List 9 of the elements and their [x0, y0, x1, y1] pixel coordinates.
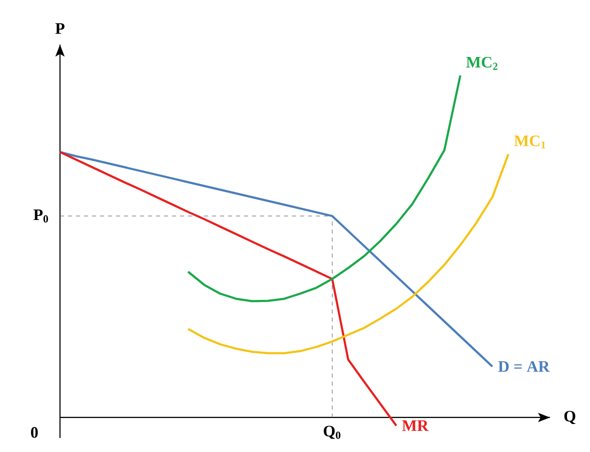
text: 0	[31, 427, 38, 438]
series-label: MR	[402, 420, 429, 431]
y-axis-title: P	[55, 23, 64, 34]
series-label: MC$_{2}$	[466, 56, 498, 70]
ref-line-label: P$_{0}$	[34, 210, 48, 222]
series-label: D = AR	[498, 361, 550, 372]
series-label: MC$_{1}$	[514, 136, 546, 149]
text: Q$_{0}$	[324, 426, 340, 439]
x-axis-title: Q	[564, 410, 576, 424]
